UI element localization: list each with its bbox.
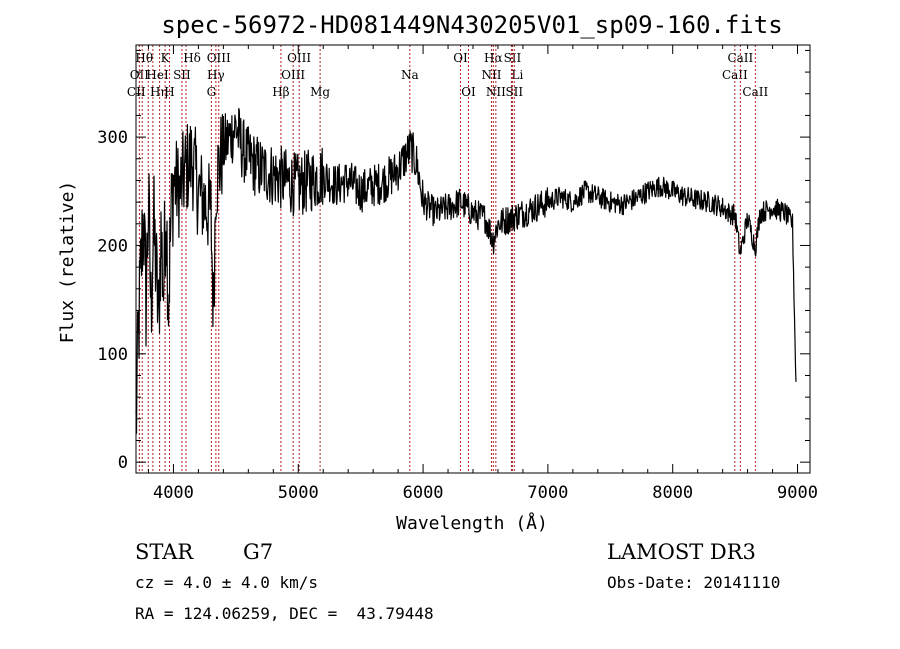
x-axis-label: Wavelength (Å)	[396, 512, 548, 534]
line-marker-label: OII	[130, 68, 150, 82]
line-marker-label: Na	[401, 68, 419, 82]
line-marker-label: OIII	[207, 51, 231, 65]
line-markers: OIICIIHθHηHeIKHSIIHδGHγOIIIHβOIIIOIIIMgN…	[127, 45, 768, 473]
spectral-class: G7	[243, 540, 274, 564]
x-tick-label: 4000	[153, 483, 194, 503]
line-marker-label: SII	[504, 51, 522, 65]
line-marker-label: Hθ	[135, 51, 153, 65]
coordinates-text: RA = 124.06259, DEC = 43.79448	[135, 604, 434, 623]
line-marker-label: NII	[486, 85, 506, 99]
chart-title: spec-56972-HD081449N430205V01_sp09-160.f…	[161, 11, 782, 39]
line-marker-label: HeI	[146, 68, 169, 82]
line-marker-label: Li	[512, 68, 524, 82]
observation-date: Obs-Date: 20141110	[607, 573, 781, 592]
spectrum-line	[135, 107, 797, 434]
line-marker-label: SII	[505, 85, 523, 99]
line-marker-label: Hβ	[272, 85, 289, 99]
line-marker-label: CaII	[742, 85, 768, 99]
redshift-text: cz = 4.0 ± 4.0 km/s	[135, 573, 319, 592]
line-marker-label: Hγ	[207, 68, 225, 82]
line-marker-label: Mg	[310, 85, 330, 99]
line-marker-label: SII	[173, 68, 191, 82]
y-tick-label: 100	[97, 345, 128, 365]
line-marker-label: Hδ	[183, 51, 201, 65]
line-marker-label: Hα	[484, 51, 503, 65]
x-tick-label: 5000	[278, 483, 319, 503]
line-marker-label: OI	[461, 85, 476, 99]
survey-name: LAMOST DR3	[607, 540, 756, 564]
line-marker-label: H	[164, 85, 174, 99]
plot-frame	[135, 44, 811, 474]
line-marker-label: CaII	[722, 68, 748, 82]
line-marker-label: G	[207, 85, 217, 99]
line-marker-label: CaII	[727, 51, 753, 65]
y-tick-label: 300	[97, 128, 128, 148]
x-tick-label: 7000	[527, 483, 568, 503]
line-marker-label: OI	[453, 51, 468, 65]
x-tick-label: 9000	[777, 483, 818, 503]
line-marker-label: Hη	[150, 85, 168, 99]
line-marker-label: OIII	[281, 68, 305, 82]
y-tick-label: 200	[97, 236, 128, 256]
y-axis-label: Flux (relative)	[57, 181, 78, 344]
object-type: STAR	[135, 540, 194, 564]
spectrum-series	[135, 107, 797, 434]
y-tick-label: 0	[118, 453, 128, 473]
line-marker-label: NII	[481, 68, 501, 82]
x-tick-label: 8000	[652, 483, 693, 503]
x-tick-label: 6000	[403, 483, 444, 503]
line-marker-label: OIII	[287, 51, 311, 65]
axis-ticks: 4000 5000 6000 7000 8000 9000 0 100 200 300	[97, 45, 818, 503]
line-marker-label: K	[161, 51, 171, 65]
